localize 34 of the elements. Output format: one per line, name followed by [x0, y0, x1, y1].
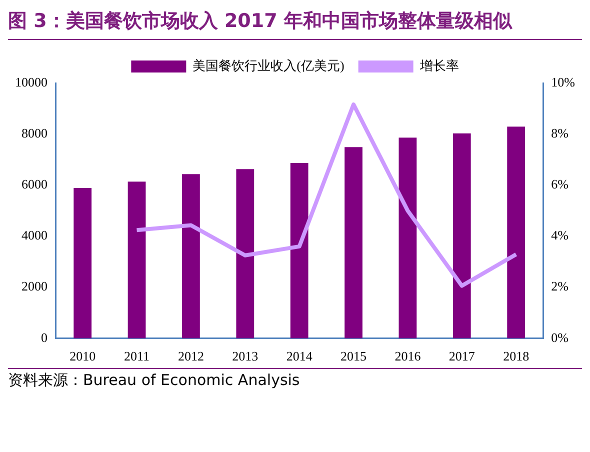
bar	[398, 138, 417, 338]
y-tick-label: 4000	[22, 228, 48, 243]
bar	[128, 182, 146, 338]
x-tick-label: 2012	[178, 348, 204, 364]
x-tick-label: 2014	[286, 348, 313, 364]
x-tick-label: 2015	[340, 348, 367, 364]
x-tick-label: 2010	[70, 348, 96, 364]
legend-label: 美国餐饮行业收入(亿美元)	[192, 58, 344, 73]
text: 资料来源：Bureau of Economic Analysis	[8, 368, 582, 390]
bar	[74, 188, 92, 338]
y2-tick-label: 6%	[551, 176, 569, 192]
y-tick-label: 6000	[22, 176, 48, 192]
y-tick-label: 2000	[22, 278, 48, 294]
x-tick-label: 2018	[503, 348, 530, 364]
y2-tick-label: 4%	[551, 228, 569, 243]
y2-tick-label: 0%	[551, 330, 569, 345]
y2-tick-label: 2%	[551, 278, 569, 294]
y-tick-label: 8000	[22, 126, 48, 140]
x-tick-label: 2016	[394, 348, 422, 364]
x-tick-label: 2011	[124, 348, 150, 364]
x-tick-label: 2017	[448, 348, 476, 364]
y-tick-label: 10000	[15, 74, 48, 90]
bar	[290, 162, 308, 338]
y-tick-label: 0	[41, 330, 48, 345]
chart-title: 图 3：美国餐饮市场收入 2017 年和中国市场整体量级相似	[8, 8, 582, 40]
bar	[344, 147, 362, 338]
y2-tick-label: 10%	[551, 74, 576, 90]
legend-label: 增长率	[418, 58, 459, 73]
bar	[182, 174, 200, 338]
bar	[507, 126, 526, 338]
x-tick-label: 2013	[232, 348, 258, 364]
bar	[452, 133, 471, 338]
y2-tick-label: 8%	[551, 126, 569, 140]
bar	[236, 169, 254, 338]
